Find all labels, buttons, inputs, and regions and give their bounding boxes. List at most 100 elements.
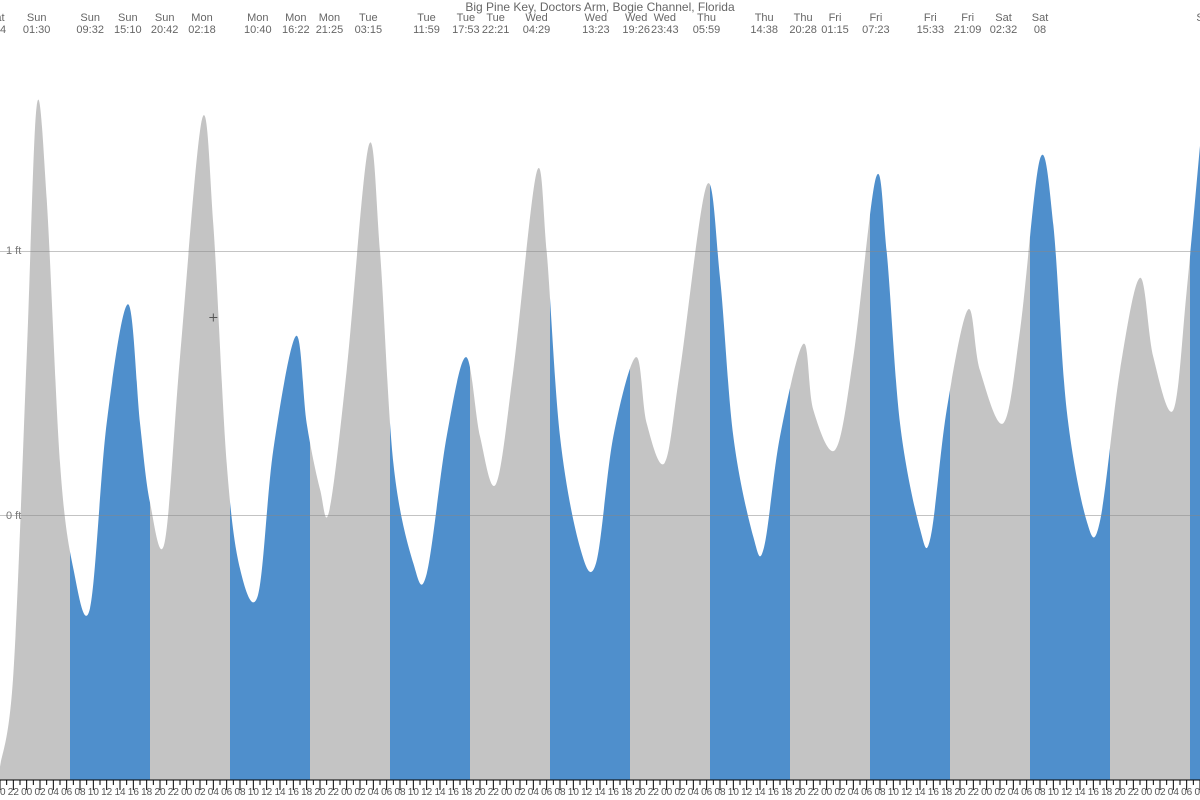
x-axis-label: 02 [1154,787,1165,798]
tide-event-label: Fri01:15 [821,12,849,36]
x-axis-label: 12 [741,787,752,798]
x-axis-label: 06 [381,787,392,798]
x-axis-label: 18 [301,787,312,798]
x-axis-label: 12 [1061,787,1072,798]
tide-event-label: Mon21:25 [316,12,344,36]
x-axis-label: 20 [634,787,645,798]
x-axis-label: 22 [1128,787,1139,798]
x-axis-label: 10 [1048,787,1059,798]
x-axis-label: 10 [888,787,899,798]
tide-event-label: Mon16:22 [282,12,310,36]
tide-event-label: Mon10:40 [244,12,272,36]
x-axis-label: 12 [261,787,272,798]
tide-event-label: Sun01:30 [23,12,51,36]
x-axis-label: 00 [181,787,192,798]
x-axis-label: 08 [394,787,405,798]
x-axis-label: 02 [674,787,685,798]
x-axis-label: 20 [154,787,165,798]
x-axis-label: 04 [208,787,219,798]
tide-event-label: Tue22:21 [482,12,510,36]
x-axis-label: 10 [88,787,99,798]
x-axis-label: 08 [234,787,245,798]
x-axis-label: 14 [434,787,445,798]
x-axis-label: 08 [714,787,725,798]
x-axis-label: 20 [314,787,325,798]
x-axis-label: 22 [968,787,979,798]
x-axis-label: 20 [0,787,6,798]
x-axis-label: 12 [581,787,592,798]
x-axis-label: 14 [754,787,765,798]
tide-event-label: Wed23:43 [651,12,679,36]
x-axis-label: 20 [474,787,485,798]
tide-event-label: Fri21:09 [954,12,982,36]
x-axis-label: 22 [328,787,339,798]
x-axis-label: 06 [541,787,552,798]
x-axis-label: 02 [994,787,1005,798]
x-axis-label: 18 [1101,787,1112,798]
x-axis-label: 08 [874,787,885,798]
x-axis-label: 10 [728,787,739,798]
x-axis-label: 10 [568,787,579,798]
tide-event-label: Wed19:26 [622,12,650,36]
x-axis-label: 06 [701,787,712,798]
x-axis-label: 04 [1008,787,1019,798]
x-axis-label: 18 [941,787,952,798]
tide-event-label: Tue11:59 [413,12,440,36]
x-axis-label: 16 [608,787,619,798]
x-axis-label: 22 [648,787,659,798]
x-axis-label: 08 [74,787,85,798]
x-axis-label: 08 [554,787,565,798]
tide-event-label: Fri15:33 [917,12,945,36]
tide-event-label: Fri07:23 [862,12,890,36]
x-axis-label: 22 [808,787,819,798]
x-axis-label: 12 [101,787,112,798]
x-axis-label: 20 [794,787,805,798]
tide-event-label: Thu05:59 [693,12,721,36]
tide-event-label: at04 [0,12,6,36]
x-axis-label: 06 [1021,787,1032,798]
x-axis-label: 18 [141,787,152,798]
tide-event-label: Sun20:42 [151,12,179,36]
x-axis-label: 14 [1074,787,1085,798]
x-axis-label: 18 [621,787,632,798]
tide-event-label: Wed04:29 [523,12,551,36]
x-axis-label: 02 [834,787,845,798]
x-axis-label: 06 [1181,787,1192,798]
x-axis-label: 06 [221,787,232,798]
y-axis-label: 0 ft [6,510,21,522]
y-axis-label: 1 ft [6,245,21,257]
x-axis-label: 12 [421,787,432,798]
x-axis-label: 00 [981,787,992,798]
x-axis-label: 02 [34,787,45,798]
x-axis-label: 16 [928,787,939,798]
x-axis-label: 14 [594,787,605,798]
x-axis-label: 20 [954,787,965,798]
x-axis-label: 04 [848,787,859,798]
tide-event-label: Tue03:15 [355,12,383,36]
tide-event-label: Mon02:18 [188,12,216,36]
x-axis-label: 10 [248,787,259,798]
x-axis-label: 10 [408,787,419,798]
x-axis-label: 02 [514,787,525,798]
x-axis-label: 00 [821,787,832,798]
tide-event-label: Wed13:23 [582,12,610,36]
x-axis-label: 04 [48,787,59,798]
tide-event-label: Thu20:28 [789,12,817,36]
x-axis-label: 16 [768,787,779,798]
x-axis-label: 00 [341,787,352,798]
tide-event-label: Thu14:38 [750,12,778,36]
x-axis-label: 18 [461,787,472,798]
tide-chart [0,0,1200,800]
tide-event-label: Sat02:32 [990,12,1018,36]
x-axis-label: 04 [528,787,539,798]
x-axis-label: 12 [901,787,912,798]
x-axis-label: 22 [488,787,499,798]
x-axis-label: 22 [8,787,19,798]
tide-event-label: Sun15:10 [114,12,142,36]
x-axis-label: 08 [1034,787,1045,798]
tide-event-label: Sun09:32 [76,12,104,36]
x-axis-label: 04 [368,787,379,798]
x-axis-label: 14 [274,787,285,798]
x-axis-label: 20 [1114,787,1125,798]
x-axis-label: 00 [21,787,32,798]
